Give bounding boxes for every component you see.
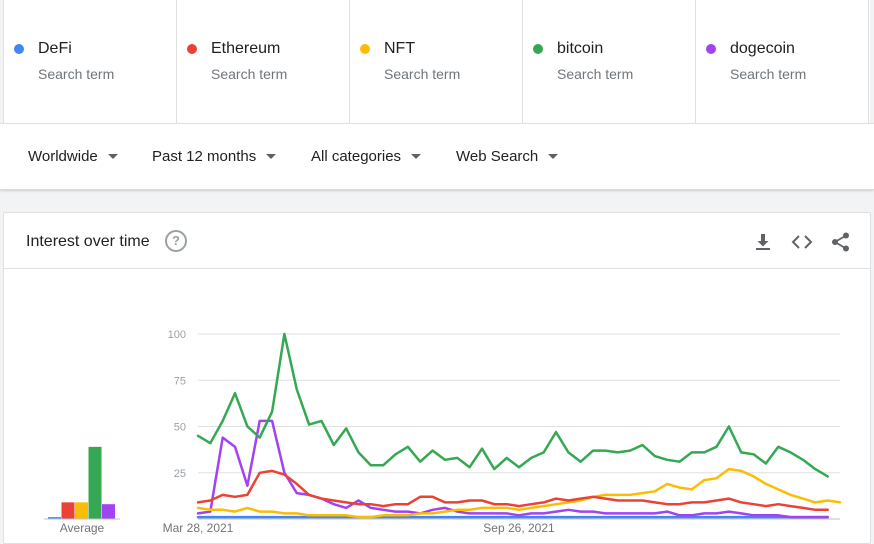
search-terms-bar: DeFi Search term Ethereum Search term NF…	[3, 0, 870, 123]
embed-code-icon[interactable]	[791, 231, 813, 253]
chart-lines	[196, 332, 842, 519]
interest-chart: 25 50 75 100 Mar 28, 2021 Sep 26, 2021 Average	[44, 329, 842, 535]
term-subtitle: Search term	[557, 66, 634, 82]
average-bar-nft	[75, 502, 88, 519]
term-name: DeFi	[38, 40, 72, 57]
chevron-down-icon	[266, 154, 277, 159]
series-line-bitcoin[interactable]	[196, 332, 829, 478]
chevron-down-icon	[548, 154, 559, 159]
series-color-dot	[360, 44, 370, 54]
time-range-dropdown-label: Past 12 months	[152, 148, 257, 165]
series-line-ethereum[interactable]	[196, 469, 829, 512]
term-subtitle: Search term	[730, 66, 807, 82]
category-dropdown-label: All categories	[311, 148, 402, 165]
average-bar-dogecoin	[102, 504, 115, 519]
term-subtitle: Search term	[384, 66, 461, 82]
category-dropdown[interactable]: All categories	[311, 148, 422, 165]
average-bar-bitcoin	[88, 446, 102, 519]
filter-bar: Worldwide Past 12 months All categories …	[0, 123, 874, 190]
search-type-dropdown-label: Web Search	[456, 148, 539, 165]
average-bar-defi	[48, 517, 61, 519]
average-bar-ethereum	[61, 502, 75, 519]
series-color-dot	[706, 44, 716, 54]
card-title: Interest over time	[26, 233, 150, 250]
term-card-bitcoin[interactable]: bitcoin Search term	[523, 0, 696, 123]
region-dropdown[interactable]: Worldwide	[28, 148, 118, 165]
y-tick-label: 75	[174, 375, 186, 387]
x-tick-label: Mar 28, 2021	[163, 521, 234, 535]
average-bars	[44, 446, 120, 520]
term-name: dogecoin	[730, 40, 795, 57]
series-color-dot	[533, 44, 543, 54]
x-tick-label: Sep 26, 2021	[483, 521, 555, 535]
term-name: bitcoin	[557, 40, 604, 57]
interest-over-time-card: Interest over time ? 25 50 75 100 Mar 28, 20…	[3, 212, 871, 544]
card-divider	[4, 268, 870, 269]
chart-grid	[198, 333, 840, 520]
help-circle-icon[interactable]: ?	[165, 230, 187, 252]
term-card-ethereum[interactable]: Ethereum Search term	[177, 0, 350, 123]
chevron-down-icon	[107, 154, 118, 159]
term-subtitle: Search term	[38, 66, 115, 82]
term-subtitle: Search term	[211, 66, 288, 82]
share-icon[interactable]	[830, 231, 852, 253]
y-tick-label: 50	[174, 422, 186, 434]
term-name: NFT	[384, 40, 416, 57]
search-type-dropdown[interactable]: Web Search	[456, 148, 559, 165]
chart-labels: 25 50 75 100 Mar 28, 2021 Sep 26, 2021 Average	[60, 329, 555, 535]
chevron-down-icon	[411, 154, 422, 159]
term-card-defi[interactable]: DeFi Search term	[4, 0, 177, 123]
y-tick-label: 100	[168, 329, 186, 341]
time-range-dropdown[interactable]: Past 12 months	[152, 148, 277, 165]
series-line-nft[interactable]	[196, 467, 842, 519]
term-name: Ethereum	[211, 40, 281, 57]
term-card-nft[interactable]: NFT Search term	[350, 0, 523, 123]
term-card-dogecoin[interactable]: dogecoin Search term	[696, 0, 869, 123]
series-color-dot	[14, 44, 24, 54]
y-tick-label: 25	[174, 468, 186, 480]
average-label: Average	[60, 521, 105, 535]
region-dropdown-label: Worldwide	[28, 148, 98, 165]
series-color-dot	[187, 44, 197, 54]
download-icon[interactable]	[752, 231, 774, 253]
series-line-dogecoin[interactable]	[196, 419, 829, 519]
